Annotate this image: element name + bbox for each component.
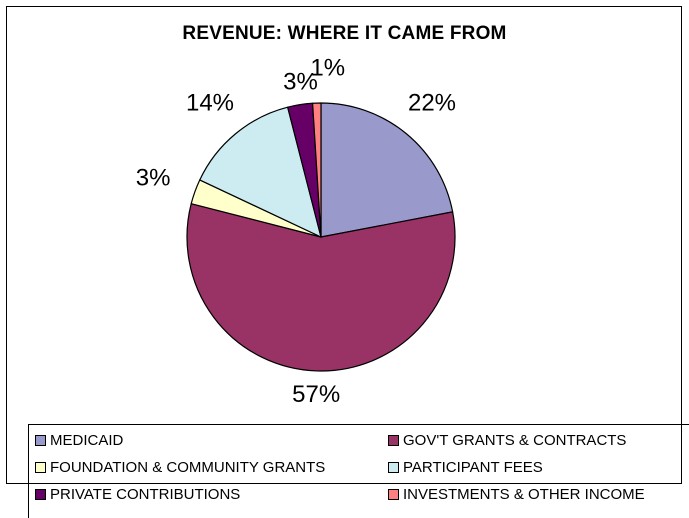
pie-slices [186, 102, 456, 372]
chart-frame [6, 6, 682, 484]
pie-label-private-contributions: 3% [283, 69, 318, 96]
legend-swatch-investments [388, 489, 399, 500]
legend-label-medicaid: MEDICAID [50, 432, 124, 449]
legend-item-foundation-grants: FOUNDATION & COMMUNITY GRANTS [35, 459, 325, 476]
legend-label-foundation-grants: FOUNDATION & COMMUNITY GRANTS [50, 459, 326, 476]
chart-title: REVENUE: WHERE IT CAME FROM [182, 23, 507, 44]
legend-swatch-medicaid [35, 435, 46, 446]
legend: MEDICAID GOV'T GRANTS & CONTRACTS FOUNDA… [28, 424, 689, 518]
legend-item-participant-fees: PARTICIPANT FEES [388, 459, 543, 476]
legend-label-investments: INVESTMENTS & OTHER INCOME [403, 486, 645, 503]
pie-label-investments: 1% [310, 55, 345, 82]
legend-label-private-contributions: PRIVATE CONTRIBUTIONS [50, 486, 241, 503]
pie-label-medicaid: 22% [408, 89, 456, 116]
legend-swatch-private-contributions [35, 489, 46, 500]
legend-label-govt-grants: GOV'T GRANTS & CONTRACTS [403, 432, 627, 449]
legend-item-investments: INVESTMENTS & OTHER INCOME [388, 486, 645, 503]
legend-item-govt-grants: GOV'T GRANTS & CONTRACTS [388, 432, 626, 449]
legend-swatch-participant-fees [388, 462, 399, 473]
legend-item-private-contributions: PRIVATE CONTRIBUTIONS [35, 486, 240, 503]
pie-label-participant-fees: 14% [186, 89, 234, 116]
legend-swatch-govt-grants [388, 435, 399, 446]
pie-slice-participant-fees [199, 106, 322, 238]
pie-labels: 22%57%3%14%3%1% [136, 55, 456, 408]
pie-slice-investments [311, 102, 322, 238]
legend-item-medicaid: MEDICAID [35, 432, 123, 449]
pie-label-govt-grants: 57% [292, 381, 340, 408]
legend-swatch-foundation-grants [35, 462, 46, 473]
pie-slice-govt-grants [186, 203, 456, 372]
pie-label-foundation-grants: 3% [136, 165, 171, 192]
pie-slice-medicaid [320, 102, 454, 238]
legend-label-participant-fees: PARTICIPANT FEES [403, 459, 543, 476]
